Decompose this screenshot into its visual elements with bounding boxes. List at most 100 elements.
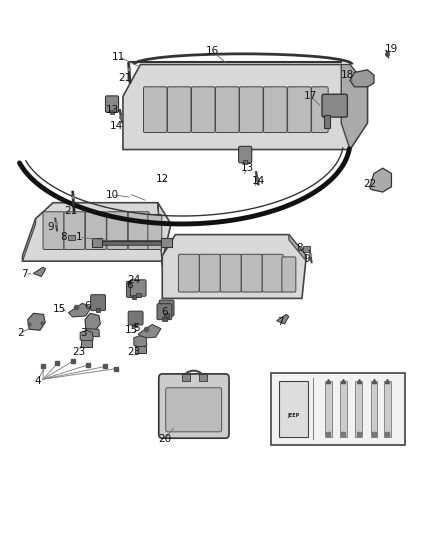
FancyBboxPatch shape [159,300,174,316]
Text: 1: 1 [76,232,83,243]
FancyBboxPatch shape [128,212,149,249]
Text: 21: 21 [119,73,132,83]
FancyBboxPatch shape [157,304,172,320]
Text: 23: 23 [127,346,141,357]
Polygon shape [370,168,392,192]
Text: 7: 7 [277,317,283,327]
Text: 15: 15 [125,325,138,335]
FancyBboxPatch shape [159,374,229,438]
Bar [325,381,332,437]
Bar [81,341,92,348]
Polygon shape [138,325,161,338]
Polygon shape [80,330,93,342]
Bar [133,323,137,327]
Polygon shape [68,303,91,317]
FancyBboxPatch shape [264,87,287,133]
Polygon shape [33,267,46,277]
Text: 23: 23 [73,346,86,357]
FancyBboxPatch shape [128,311,143,325]
Polygon shape [350,70,374,87]
Polygon shape [86,329,99,337]
Bar [92,238,102,247]
Polygon shape [158,203,162,266]
FancyBboxPatch shape [239,147,252,163]
FancyBboxPatch shape [144,87,167,133]
FancyBboxPatch shape [166,387,222,432]
Polygon shape [28,313,45,330]
Bar [132,295,136,299]
Text: 11: 11 [112,52,125,61]
Text: 3: 3 [80,328,87,338]
Polygon shape [22,203,171,261]
FancyBboxPatch shape [85,212,106,249]
Bar [161,238,172,247]
Text: 12: 12 [155,174,169,184]
FancyBboxPatch shape [215,87,239,133]
Text: 6: 6 [161,306,168,317]
FancyBboxPatch shape [311,87,328,133]
Bar [272,373,405,445]
Text: 22: 22 [363,179,376,189]
Text: JEEP: JEEP [287,413,299,418]
Bar [244,160,247,165]
FancyBboxPatch shape [106,96,119,112]
Text: 15: 15 [53,304,66,314]
Text: 19: 19 [385,44,398,53]
Text: 13: 13 [241,163,254,173]
FancyBboxPatch shape [220,254,241,292]
Text: 20: 20 [158,434,171,445]
Polygon shape [123,64,367,150]
Bar [164,313,169,318]
Bar [371,381,378,437]
Text: 5: 5 [133,322,139,333]
FancyBboxPatch shape [240,87,263,133]
FancyBboxPatch shape [241,254,262,292]
Text: 7: 7 [21,270,28,279]
FancyBboxPatch shape [288,87,311,133]
Polygon shape [162,235,306,298]
Bar [110,110,114,114]
Text: 16: 16 [206,46,219,56]
FancyBboxPatch shape [43,212,64,249]
Bar [279,381,307,437]
FancyBboxPatch shape [178,254,199,292]
Text: 9: 9 [48,222,54,232]
Bar [355,381,362,437]
FancyBboxPatch shape [282,257,296,292]
Text: 14: 14 [110,120,123,131]
FancyBboxPatch shape [148,214,162,249]
Text: 17: 17 [304,91,317,101]
Polygon shape [22,219,35,261]
Bar [162,317,166,321]
FancyBboxPatch shape [107,212,128,249]
Text: 8: 8 [297,243,303,253]
Polygon shape [277,314,289,324]
Bar [136,293,141,297]
Text: 18: 18 [341,70,354,80]
Bar [324,115,330,128]
FancyBboxPatch shape [191,87,215,133]
Bar [68,235,75,240]
FancyBboxPatch shape [127,281,141,297]
Bar [135,346,146,353]
FancyBboxPatch shape [131,280,146,296]
Polygon shape [85,313,100,330]
Text: 24: 24 [127,275,141,285]
FancyBboxPatch shape [199,254,220,292]
Bar [384,381,391,437]
Text: 13: 13 [106,104,119,115]
Text: 6: 6 [85,301,92,311]
Text: 2: 2 [17,328,24,338]
Text: 21: 21 [64,206,77,216]
Bar [96,308,100,312]
Text: 10: 10 [106,190,119,200]
Polygon shape [134,336,147,348]
FancyBboxPatch shape [64,212,85,249]
Polygon shape [341,64,367,150]
Text: 8: 8 [61,232,67,243]
Bar [182,374,190,381]
Polygon shape [289,235,306,261]
Text: 4: 4 [35,376,41,386]
FancyBboxPatch shape [91,295,106,311]
Bar [199,374,207,381]
